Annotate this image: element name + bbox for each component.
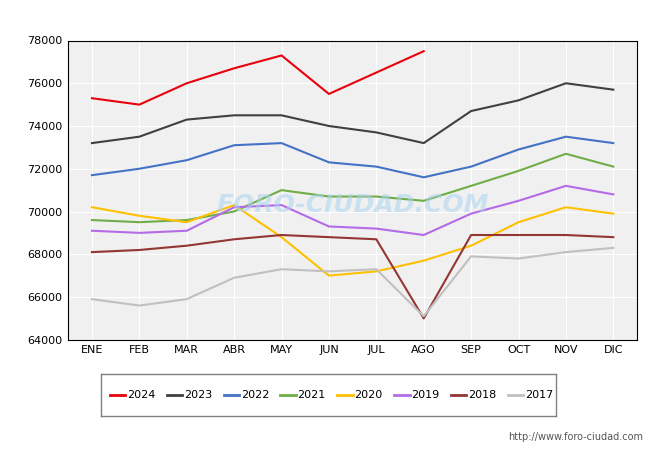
- Text: FORO-CIUDAD.COM: FORO-CIUDAD.COM: [216, 193, 489, 217]
- Text: 2023: 2023: [184, 390, 212, 400]
- Text: 2019: 2019: [411, 390, 439, 400]
- Text: Afiliados en Logroño a 30/9/2024: Afiliados en Logroño a 30/9/2024: [188, 9, 462, 27]
- Text: 2018: 2018: [468, 390, 497, 400]
- Text: 2022: 2022: [240, 390, 269, 400]
- Text: 2021: 2021: [298, 390, 326, 400]
- Text: 2017: 2017: [525, 390, 553, 400]
- Text: 2024: 2024: [127, 390, 155, 400]
- Text: http://www.foro-ciudad.com: http://www.foro-ciudad.com: [508, 432, 644, 442]
- Text: 2020: 2020: [354, 390, 383, 400]
